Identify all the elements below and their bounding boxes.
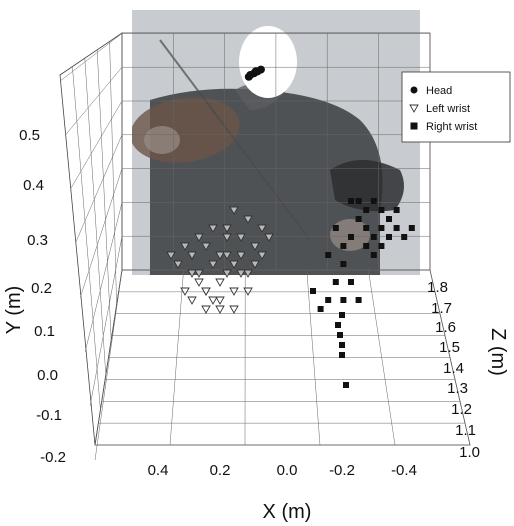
head-point [245,73,253,81]
x-tick-label: 0.4 [148,462,169,479]
right-wrist-legend-marker [411,123,418,130]
right-wrist-point [409,225,415,231]
left-wrist-point [216,297,224,304]
left-wrist-point [202,288,210,295]
right-wrist-point [394,225,400,231]
right-wrist-point [310,288,316,294]
right-wrist-point [340,297,346,303]
z-tick-label: 1.0 [459,444,480,461]
left-wrist-point [209,297,217,304]
y-tick-label: 0.1 [34,323,55,340]
right-wrist-point [333,279,339,285]
right-wrist-point [335,322,341,328]
right-wrist-point [340,243,346,249]
left-wrist-point [181,288,189,295]
y-tick-label: 0.3 [27,232,48,249]
head-point [257,66,265,74]
legend: Head Left wrist Right wrist [402,72,510,142]
right-wrist-point [386,216,392,222]
right-wrist-point [371,234,377,240]
y-tick-label: 0.5 [19,127,40,144]
y-tick-label: 0.0 [37,367,58,384]
z-tick-label: 1.3 [447,380,468,397]
z-tick-label: 1.7 [431,300,452,317]
right-wrist-point [343,382,349,388]
right-wrist-point [356,198,362,204]
right-wrist-point [339,352,345,358]
left-wrist-point [216,306,224,313]
right-wrist-point [340,261,346,267]
x-tick-label: 0.0 [277,462,298,479]
z-tick-label: 1.6 [435,319,456,336]
y-axis-label: Y (m) [3,286,25,335]
z-tick-label: 1.4 [443,360,464,377]
x-tick-label: -0.2 [329,462,355,479]
right-wrist-point [401,234,407,240]
legend-label-left-wrist: Left wrist [426,103,470,115]
right-wrist-point [363,243,369,249]
left-wrist-point [216,279,224,286]
x-axis-label: X (m) [263,501,312,523]
right-wrist-point [325,297,331,303]
z-tick-label: 1.1 [455,422,476,439]
right-wrist-point [333,225,339,231]
head-legend-marker [411,87,418,94]
y-tick-label: 0.4 [23,177,44,194]
right-wrist-point [386,234,392,240]
right-wrist-point [356,216,362,222]
left-wrist-point [202,306,210,313]
x-tick-label: -0.4 [391,462,417,479]
right-wrist-point [363,207,369,213]
right-wrist-point [371,198,377,204]
x-tick-label: 0.2 [210,462,231,479]
z-tick-label: 1.2 [451,401,472,418]
right-wrist-point [371,252,377,258]
z-axis-label: Z (m) [487,328,509,376]
legend-label-head: Head [426,85,452,97]
y-tick-label: -0.1 [36,407,62,424]
y-tick-label: -0.2 [40,449,66,466]
right-wrist-point [318,306,324,312]
right-wrist-point [337,332,343,338]
right-wrist-point [363,225,369,231]
right-wrist-point [348,198,354,204]
right-wrist-point [339,342,345,348]
right-wrist-point [356,297,362,303]
right-wrist-point [394,207,400,213]
left-wrist-point [230,306,238,313]
right-wrist-point [339,312,345,318]
right-wrist-point [378,243,384,249]
y-tick-label: 0.2 [31,280,52,297]
right-wrist-point [325,252,331,258]
right-wrist-point [378,207,384,213]
left-wrist-point [230,288,238,295]
right-wrist-point [348,234,354,240]
right-wrist-point [348,279,354,285]
right-wrist-point [378,225,384,231]
left-wrist-point [195,279,203,286]
z-tick-label: 1.5 [439,339,460,356]
left-wrist-point [188,297,196,304]
z-tick-label: 1.8 [427,279,448,296]
legend-label-right-wrist: Right wrist [426,121,477,133]
